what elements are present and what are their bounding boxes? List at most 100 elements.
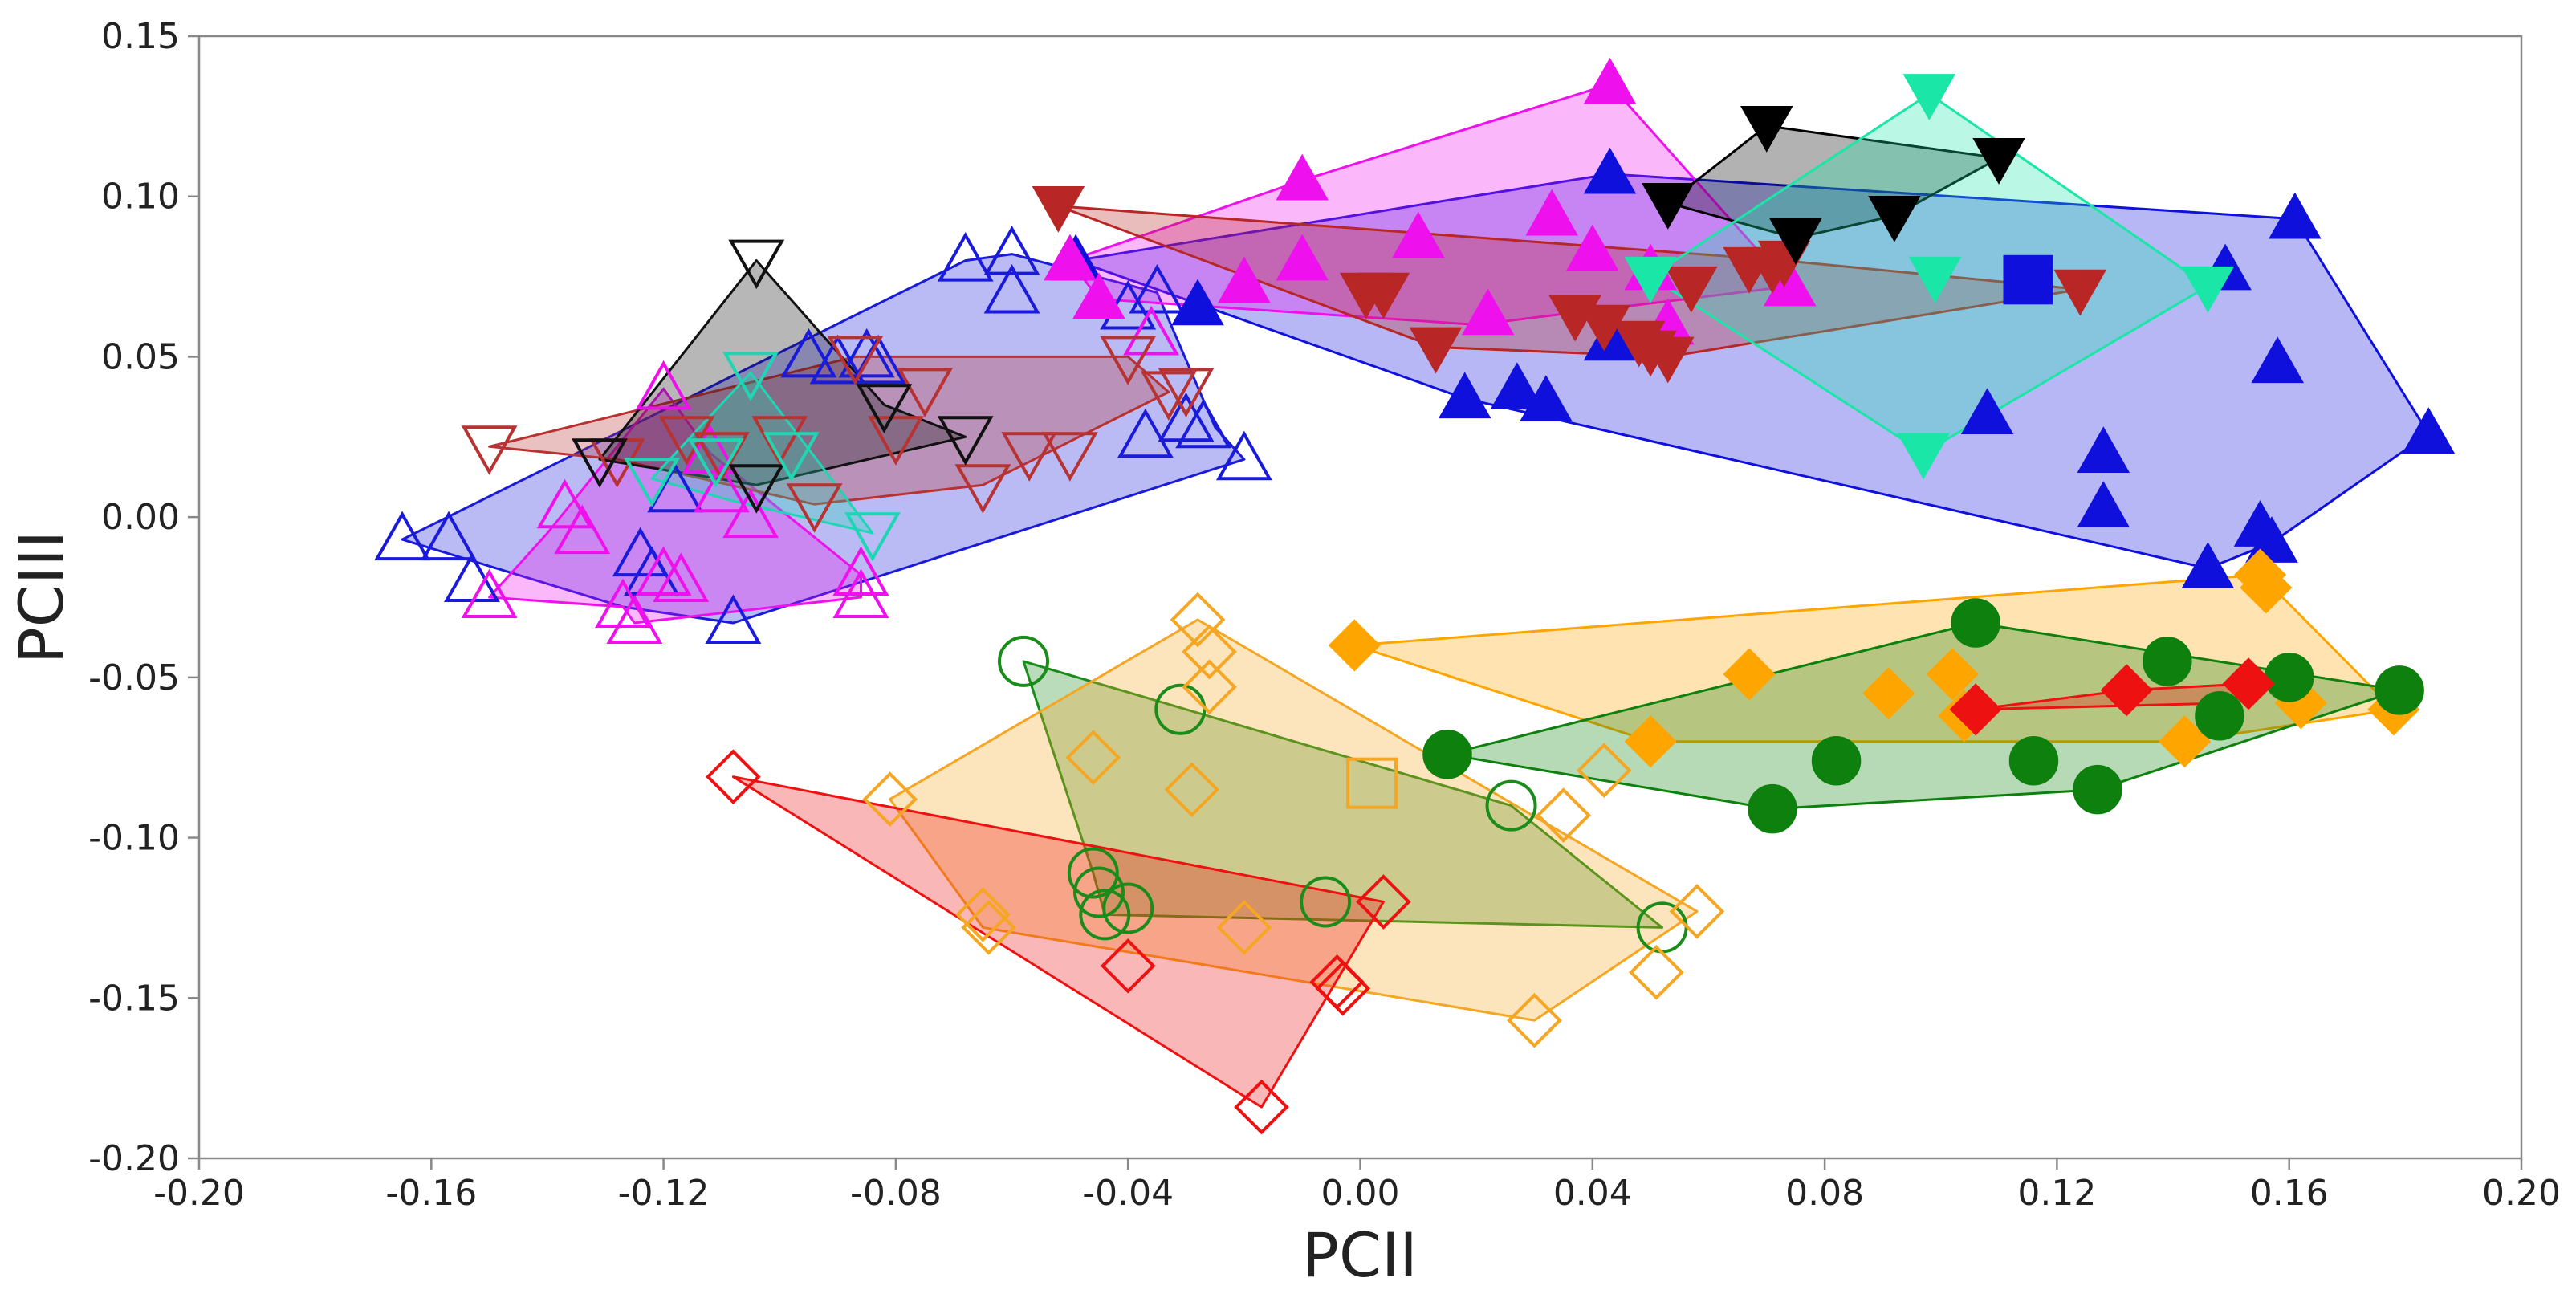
data-point [374, 511, 431, 561]
series-teal-triangle-down-filled [1624, 74, 2235, 480]
series-green-circle-open [998, 635, 1688, 954]
data-point [998, 635, 1050, 687]
data-point [955, 887, 1011, 942]
x-tick-label: -0.20 [153, 1173, 245, 1214]
series-green-circle-filled [1422, 598, 2424, 834]
data-point [2053, 269, 2107, 316]
data-point [1902, 74, 1956, 120]
x-tick-label: -0.08 [850, 1173, 942, 1214]
data-point [1951, 598, 2000, 648]
data-point [1392, 211, 1445, 258]
data-point [1041, 432, 1098, 482]
data-point [1520, 375, 1573, 422]
data-point [1949, 683, 2002, 736]
data-point [1624, 715, 1677, 768]
y-tick-label: -0.15 [88, 978, 180, 1019]
data-point [1073, 866, 1125, 918]
data-point [1525, 189, 1578, 236]
data-point [937, 416, 994, 466]
data-point [1583, 57, 1637, 104]
data-markers [374, 57, 2456, 1135]
y-tick-label: -0.05 [88, 657, 180, 698]
y-tick-label: -0.20 [88, 1138, 180, 1179]
data-point [751, 416, 808, 466]
data-point [1079, 889, 1131, 941]
data-point [461, 425, 518, 475]
data-point [1576, 743, 1632, 799]
data-point [461, 568, 518, 618]
series-blue-square-filled [2003, 254, 2053, 305]
data-point [1960, 388, 2014, 435]
hull-brown-triangle-down-filled [1056, 205, 2082, 358]
data-point [780, 328, 837, 378]
data-point [595, 578, 651, 628]
data-point [1536, 787, 1591, 843]
data-point [838, 328, 895, 378]
data-point [983, 226, 1040, 275]
series-teal-triangle-down-open [624, 352, 901, 562]
data-point [1044, 234, 1097, 281]
data-point [1300, 876, 1352, 928]
data-point [1409, 327, 1463, 374]
data-point [1001, 432, 1058, 482]
data-point [2077, 481, 2130, 527]
data-point [1129, 263, 1186, 314]
data-point [1182, 659, 1237, 715]
data-point [1811, 735, 1862, 786]
data-point [647, 462, 704, 513]
data-point [1158, 368, 1215, 417]
data-point [1926, 648, 1979, 701]
data-point [1123, 305, 1180, 356]
data-point [635, 546, 692, 596]
data-point [1642, 182, 1695, 230]
y-tick-label: -0.10 [88, 818, 180, 859]
y-axis: 0.15 0.10 0.05 0.00 -0.05 -0.10 -0.15 -0.20 [88, 16, 199, 1179]
data-point [1218, 256, 1271, 303]
data-point [1507, 992, 1562, 1048]
x-tick-label: 0.00 [1321, 1173, 1400, 1214]
data-point [1158, 392, 1215, 442]
data-point [1461, 288, 1515, 336]
series-black-triangle-down-open [572, 239, 994, 514]
data-point [722, 352, 779, 401]
data-point [763, 432, 820, 482]
y-tick-label: 0.15 [101, 16, 180, 57]
data-point [1102, 882, 1154, 934]
data-point [2264, 653, 2314, 702]
data-point [1566, 224, 1619, 271]
data-point [1164, 762, 1220, 818]
data-point [1276, 153, 1329, 201]
series-magenta-triangle-up-open [461, 305, 1180, 644]
data-point [1868, 195, 1921, 242]
data-point [850, 334, 907, 385]
data-point [1328, 619, 1381, 672]
y-tick-label: 0.00 [101, 497, 180, 538]
data-point [1748, 783, 1797, 834]
data-point [693, 462, 750, 513]
data-point [2222, 657, 2275, 710]
data-point [2100, 664, 2153, 717]
data-point [1422, 729, 1472, 779]
data-point [1908, 256, 1962, 303]
data-point [693, 432, 750, 482]
x-tick-label: 0.04 [1553, 1173, 1632, 1214]
data-point [1171, 279, 1224, 326]
data-point [2077, 426, 2130, 474]
data-point [937, 232, 994, 282]
data-point [856, 384, 913, 433]
data-point [1491, 362, 1544, 409]
x-tick-label: 0.12 [2017, 1173, 2096, 1214]
data-point [2251, 336, 2304, 384]
data-point [1665, 266, 1718, 313]
data-point [687, 438, 744, 488]
x-tick-label: 0.20 [2482, 1173, 2561, 1214]
data-point [862, 771, 918, 827]
series-blue-triangle-up-open [374, 226, 1272, 644]
data-point [1769, 218, 1822, 265]
data-point [1100, 938, 1156, 994]
x-axis: -0.20 -0.16 -0.12 -0.08 -0.04 0.00 0.04 0.08 0.1… [153, 1158, 2561, 1214]
data-point [1345, 757, 1398, 809]
data-point [1067, 847, 1119, 899]
data-point [2003, 254, 2053, 305]
